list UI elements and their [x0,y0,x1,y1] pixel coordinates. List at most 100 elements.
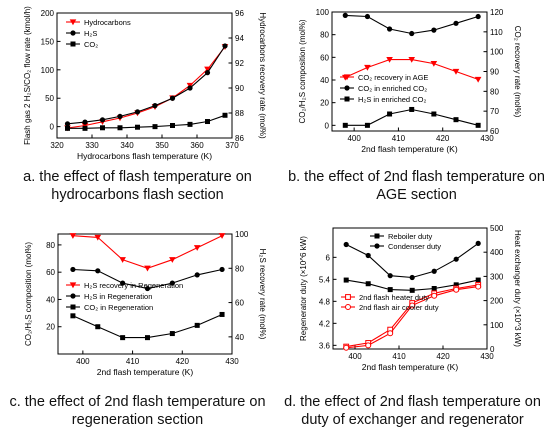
legend-label: H₂S recovery in Regeneration [84,281,183,290]
y-left-tick-label: 80 [320,31,329,40]
y-right-tick-label: 40 [235,333,244,342]
data-point [453,282,459,288]
x-tick-label: 400 [76,357,90,366]
x-tick-label: 430 [225,357,239,366]
y-right-axis-label: Hydrocarbons recovery rate (mol%) [258,12,267,139]
x-axis-label: 2nd flash temperature (K) [97,367,194,377]
x-axis-label: Hydrocarbons flash temperature (K) [77,151,212,161]
legend-marker [70,30,76,36]
y-right-tick-label: 0 [490,345,495,354]
series-line-a-2 [67,114,226,129]
y-left-tick-label: 100 [41,66,55,75]
data-point [453,117,459,123]
data-point [81,122,89,129]
legend-label: H₂S in enriched CO₂ [358,95,426,104]
data-point [95,268,101,274]
legend-label: Hydrocarbons [84,18,131,27]
y-right-tick-label: 400 [490,248,504,257]
data-point [364,64,371,71]
data-point [387,111,393,117]
legend-label: 2nd flash heater duty [359,293,429,302]
data-point [219,266,225,273]
y-left-tick-label: 60 [46,268,55,277]
data-point [194,272,200,278]
x-tick-label: 410 [126,357,140,366]
data-point [365,252,371,259]
y-right-axis-label: H₂S recovery rate (mol%) [258,249,267,340]
legend-label: CO₂ in enriched CO₂ [358,84,427,93]
legend-marker [345,304,351,310]
data-point [117,113,123,120]
x-tick-label: 330 [85,141,99,150]
y-right-tick-label: 120 [490,8,504,17]
y-right-tick-label: 86 [235,134,244,143]
y-right-tick-label: 94 [235,34,244,43]
y-right-tick-label: 90 [490,68,499,77]
y-left-tick-label: 6 [326,253,331,262]
plot-frame-c [57,233,233,355]
plot-frame-b [331,11,488,132]
data-point [431,292,438,299]
legend-label: CO₂ in Regeneration [84,303,153,312]
data-point [169,331,175,337]
data-point [144,285,151,292]
data-point [408,57,416,63]
data-point [431,268,437,274]
data-point [219,311,225,317]
y-left-tick-label: 40 [320,76,329,85]
data-point [342,122,348,128]
y-left-tick-label: 4.8 [319,297,331,306]
data-point [120,335,126,341]
x-axis-label: 2nd flash temperature (K) [361,144,458,154]
data-point [453,20,459,26]
y-left-tick-label: 50 [45,94,54,103]
data-point [117,125,123,131]
legend-marker [344,96,350,102]
data-point [64,121,71,127]
data-point [144,335,150,341]
data-point [169,280,175,286]
y-right-tick-label: 96 [235,9,244,18]
legend-marker [70,41,76,47]
data-point [100,125,105,131]
data-point [169,257,176,263]
data-point [144,265,151,272]
y-right-tick-label: 90 [235,84,244,93]
y-left-tick-label: 20 [320,99,329,108]
data-point [364,13,371,20]
x-tick-label: 320 [50,141,64,150]
legend-marker [344,85,350,91]
data-point [82,119,88,125]
x-axis-label: 2nd flash temperature (K) [362,362,459,372]
data-point [69,233,77,239]
x-tick-label: 410 [392,352,406,361]
data-point [169,95,176,101]
y-left-tick-label: 0 [50,123,55,132]
y-left-tick-label: 100 [316,8,330,17]
x-tick-label: 420 [436,352,450,361]
data-point [474,76,482,83]
x-tick-label: 430 [480,352,494,361]
legend-label: Condenser duty [388,242,441,251]
data-point [218,233,226,239]
y-right-axis-label: CO₂ recovery rate (mol%) [513,26,522,118]
caption-a: a. the effect of flash temperature on hy… [23,169,252,203]
x-tick-label: 420 [436,134,450,143]
data-point [99,117,106,123]
y-right-tick-label: 80 [235,264,244,273]
data-point [386,26,393,32]
y-left-tick-label: 80 [46,241,55,250]
legend-marker [70,304,76,310]
legend-marker [345,294,351,300]
y-left-axis-label: CO₂/H₂S composition (mol%) [24,242,33,346]
plot-frame-a [56,12,233,139]
y-left-axis-label: CO₂/H₂S composition (mol%) [298,19,307,123]
series-line-a-1 [67,45,226,125]
data-point [65,125,70,131]
data-point [387,273,393,279]
legend-marker [343,74,351,81]
legend-marker [69,19,77,26]
y-right-tick-label: 92 [235,59,244,68]
legend-marker [374,233,380,239]
